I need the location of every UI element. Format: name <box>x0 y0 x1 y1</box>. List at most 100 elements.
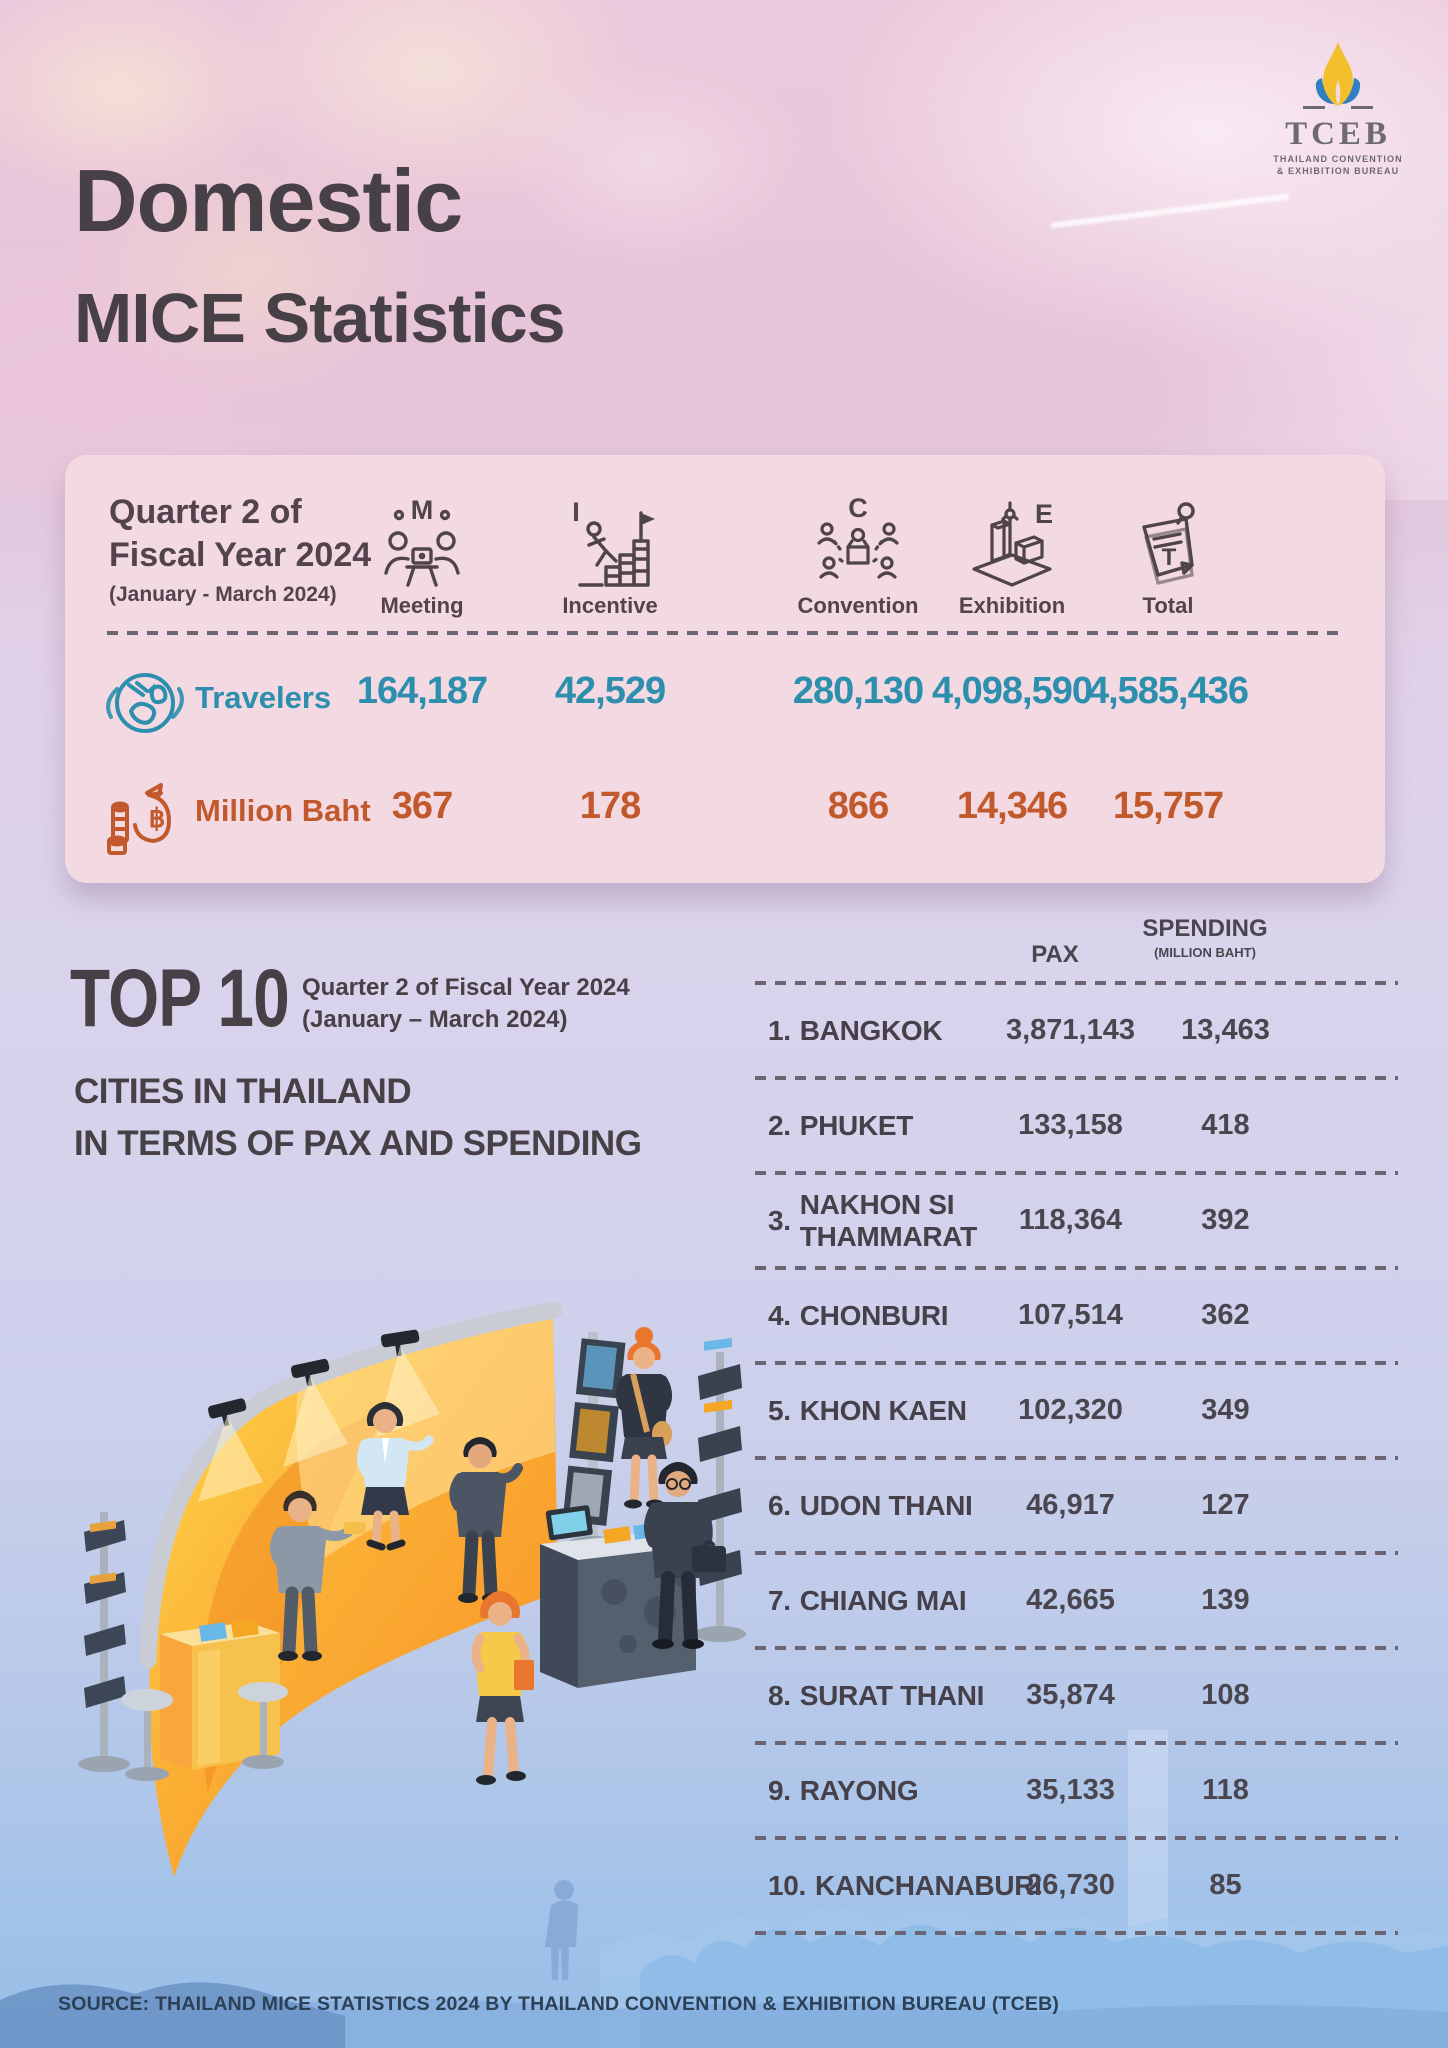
row-divider <box>755 1076 1398 1080</box>
row-divider <box>755 1741 1398 1745</box>
category-convention: C Convention <box>763 493 953 619</box>
row-pax: 118,364 <box>1018 1204 1123 1236</box>
row-spending: 418 <box>1201 1109 1250 1141</box>
row-city: BANGKOK <box>799 1014 943 1046</box>
row-city: UDON THANI <box>799 1489 973 1521</box>
row-pax: 26,730 <box>1026 1869 1115 1901</box>
total-icon: T <box>1073 497 1263 589</box>
row-pax: 46,917 <box>1026 1489 1115 1521</box>
row-divider <box>755 1361 1398 1365</box>
row-divider <box>755 1456 1398 1460</box>
row-divider <box>755 1646 1398 1650</box>
incentive-icon: I <box>515 497 705 589</box>
row-pax: 3,871,143 <box>1005 1014 1135 1046</box>
row-divider <box>755 1171 1398 1175</box>
logo-wordmark: TCEB <box>1285 116 1391 152</box>
meeting-icon: M <box>327 495 517 589</box>
page-title-line2: MICE Statistics <box>74 279 566 357</box>
spending-column-header: SPENDING <box>1142 915 1268 942</box>
row-spending: 127 <box>1201 1489 1250 1521</box>
row-city: KANCHANABURI <box>815 1869 1042 1901</box>
million-baht-label: Million Baht <box>195 793 371 828</box>
visitor-glasses-person <box>644 1462 726 1649</box>
category-meeting: M Meeting <box>327 495 517 619</box>
top10-period-line2: (January – March 2024) <box>302 1006 568 1034</box>
money-bag-icon: ฿ <box>107 783 171 855</box>
top10-subtitle-line2: IN TERMS OF PAX AND SPENDING <box>74 1124 642 1163</box>
row-rank: 1. <box>768 1014 791 1046</box>
panel-divider <box>107 631 1343 635</box>
walking-woman-person <box>471 1591 534 1785</box>
brochure-stand-right <box>694 1337 746 1642</box>
row-city: KHON KAEN <box>799 1394 967 1426</box>
row-divider <box>755 1266 1398 1270</box>
panel-period-sub: (January - March 2024) <box>109 583 337 606</box>
travelers-total-value: 4,585,436 <box>1087 670 1249 712</box>
travelers-convention-value: 280,130 <box>792 670 924 712</box>
table-row: 1. BANGKOK 3,871,143 13,463 <box>755 985 1398 1076</box>
table-row: 9. RAYONG 35,133 118 <box>755 1745 1398 1836</box>
row-spending: 349 <box>1201 1394 1250 1426</box>
table-row: 3. NAKHON SI THAMMARAT 118,364 392 <box>755 1175 1398 1266</box>
visitor-suit-person <box>449 1437 523 1603</box>
background-photo-texture <box>0 0 1448 500</box>
row-pax: 35,874 <box>1026 1679 1115 1711</box>
category-total: T Total <box>1073 497 1263 619</box>
row-spending: 13,463 <box>1181 1014 1270 1046</box>
convention-icon: C <box>763 493 953 589</box>
page-title-line1: Domestic <box>74 151 463 250</box>
row-city: CHONBURI <box>799 1299 949 1331</box>
row-pax: 133,158 <box>1018 1109 1123 1141</box>
exhibition-illustration <box>78 1301 746 1877</box>
bottom-landscape <box>0 1906 1448 2048</box>
row-city: SURAT THANI <box>799 1679 985 1711</box>
svg-text:M: M <box>411 497 434 525</box>
row-rank: 6. <box>768 1489 791 1521</box>
svg-text:T: T <box>1162 544 1177 571</box>
table-row: 10. KANCHANABURI 26,730 85 <box>755 1840 1398 1931</box>
category-exhibition: E Exhibition <box>917 497 1107 619</box>
category-incentive: I Incentive <box>515 497 705 619</box>
pax-column-header: PAX <box>1031 941 1079 968</box>
table-row: 4. CHONBURI 107,514 362 <box>755 1270 1398 1361</box>
row-spending: 139 <box>1201 1584 1250 1616</box>
row-pax: 107,514 <box>1018 1299 1123 1331</box>
top10-heading: TOP 10 <box>70 953 290 1044</box>
table-row: 7. CHIANG MAI 42,665 139 <box>755 1555 1398 1646</box>
category-label: Incentive <box>562 593 658 618</box>
top10-table: PAX SPENDING (MILLION BAHT) 1. BANGKOK 3,… <box>755 903 1398 1935</box>
exhibition-icon: E <box>917 497 1107 589</box>
row-city: NAKHON SI THAMMARAT <box>799 1189 977 1252</box>
panel-period-title: Quarter 2 of Fiscal Year 2024 <box>109 491 371 577</box>
row-city: RAYONG <box>799 1774 919 1806</box>
spending-column-subheader: (MILLION BAHT) <box>1154 945 1256 960</box>
baht-total-value: 15,757 <box>1112 785 1224 827</box>
row-city: PHUKET <box>799 1109 914 1141</box>
person-silhouette <box>545 1880 578 1980</box>
svg-text:C: C <box>848 497 868 523</box>
category-label: Convention <box>797 593 919 618</box>
top10-period: Quarter 2 of Fiscal Year 2024 (January –… <box>302 972 630 1037</box>
category-label: Exhibition <box>958 593 1066 618</box>
travelers-globe-icon <box>106 673 184 733</box>
row-rank: 5. <box>768 1394 791 1426</box>
travelers-exhibition-value: 4,098,590 <box>931 670 1093 712</box>
stool <box>238 1682 288 1769</box>
row-divider <box>755 1836 1398 1840</box>
category-label: Meeting <box>380 593 464 618</box>
poster-stand <box>562 1332 626 1552</box>
podium <box>160 1618 280 1770</box>
svg-text:E: E <box>1035 499 1053 529</box>
row-rank: 7. <box>768 1584 791 1616</box>
top10-period-line1: Quarter 2 of Fiscal Year 2024 <box>302 974 630 1001</box>
table-row: 6. UDON THANI 46,917 127 <box>755 1460 1398 1551</box>
row-divider <box>755 981 1398 985</box>
svg-text:I: I <box>572 497 580 527</box>
row-rank: 4. <box>768 1299 791 1331</box>
row-rank: 10. <box>768 1869 807 1901</box>
panel-period-line1: Quarter 2 of <box>109 493 302 531</box>
svg-text:฿: ฿ <box>149 803 166 833</box>
baht-meeting-value: 367 <box>391 785 453 827</box>
counter <box>540 1505 696 1688</box>
